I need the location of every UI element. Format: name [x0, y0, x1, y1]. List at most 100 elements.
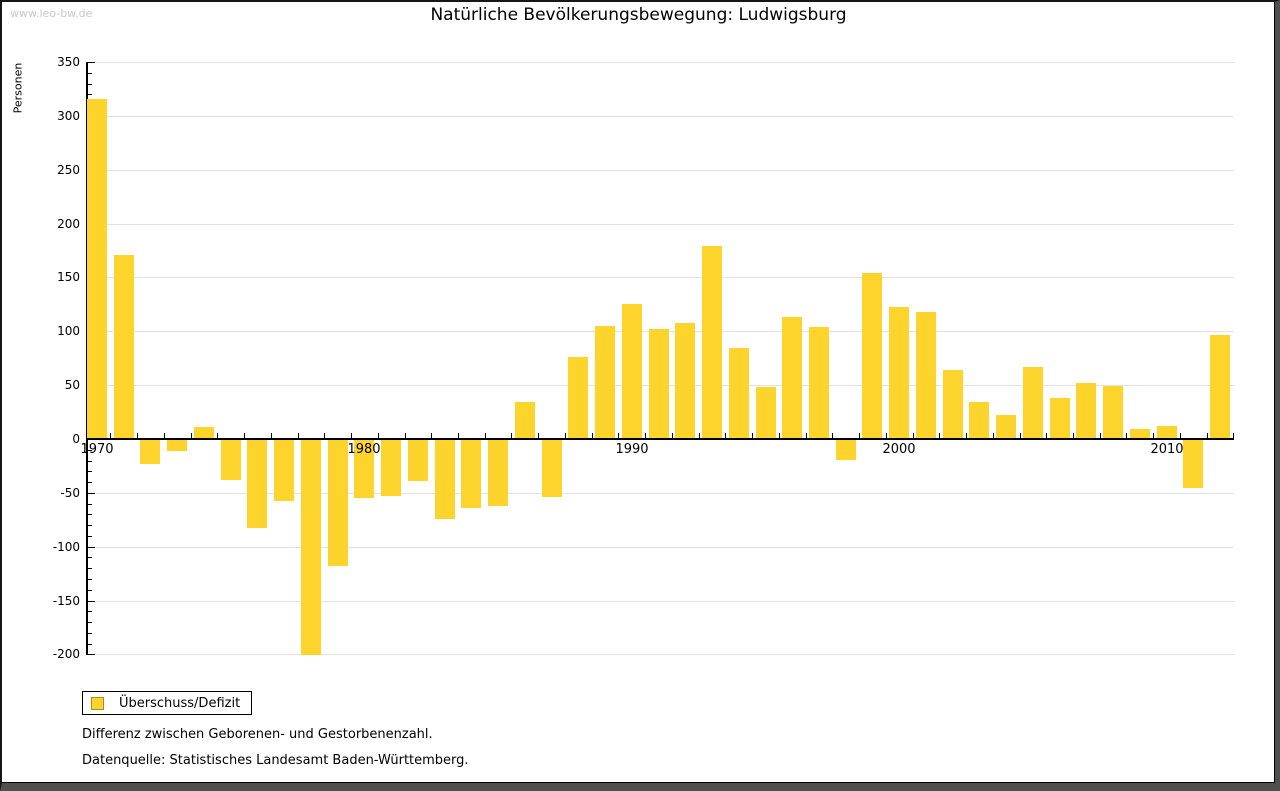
footnote-source: Datenquelle: Statistisches Landesamt Bad…	[82, 753, 469, 768]
bar-1989	[595, 326, 615, 438]
x-tick-label-1970: 1970	[80, 442, 114, 457]
x-boundary-tick-20	[618, 433, 619, 438]
x-tick-label-1990: 1990	[615, 442, 649, 457]
bar-2004	[996, 415, 1016, 438]
x-boundary-tick-15	[485, 433, 486, 438]
x-boundary-tick-33	[966, 433, 967, 438]
y-major-tick--50	[88, 493, 95, 494]
y-major-tick--100	[88, 547, 95, 548]
x-axis-line	[86, 438, 1234, 440]
bar-1977	[274, 440, 294, 501]
bar-2002	[943, 370, 963, 438]
x-boundary-tick-28	[832, 433, 833, 438]
y-minor-tick--40	[88, 482, 92, 483]
y-minor-tick--80	[88, 525, 92, 526]
y-minor-tick--10	[88, 450, 92, 451]
x-boundary-tick-37	[1073, 433, 1074, 438]
y-minor-tick--180	[88, 633, 92, 634]
bar-1992	[675, 323, 695, 438]
x-boundary-tick-7	[271, 433, 272, 438]
x-boundary-tick-14	[458, 433, 459, 438]
gridline-200	[88, 224, 1234, 225]
x-boundary-tick-5	[217, 433, 218, 438]
y-tick-label-0: 0	[72, 432, 80, 446]
bar-1997	[809, 327, 829, 438]
bar-1995	[756, 387, 776, 438]
bar-1984	[461, 440, 481, 508]
x-boundary-tick-36	[1046, 433, 1047, 438]
footnote-definition: Differenz zwischen Geborenen- und Gestor…	[82, 727, 433, 742]
bar-1981	[381, 440, 401, 496]
bar-1978	[301, 440, 321, 655]
x-boundary-tick-29	[859, 433, 860, 438]
y-tick-label-250: 250	[57, 163, 80, 177]
bar-1979	[328, 440, 348, 566]
y-tick-label--100: -100	[52, 540, 80, 554]
x-boundary-tick-39	[1126, 433, 1127, 438]
bar-1999	[862, 273, 882, 438]
bar-1976	[247, 440, 267, 528]
x-boundary-tick-35	[1020, 433, 1021, 438]
bar-1987	[542, 440, 562, 497]
bar-2007	[1076, 383, 1096, 438]
y-minor-tick-320	[88, 94, 92, 95]
y-major-tick--150	[88, 601, 95, 602]
chart-title: Natürliche Bevölkerungsbewegung: Ludwigs…	[430, 5, 847, 25]
y-tick-label--50: -50	[60, 486, 80, 500]
y-minor-tick--70	[88, 514, 92, 515]
x-boundary-tick-4	[191, 433, 192, 438]
x-boundary-tick-22	[672, 433, 673, 438]
bar-2010	[1157, 426, 1177, 438]
y-major-tick-350	[88, 62, 95, 63]
x-boundary-tick-27	[806, 433, 807, 438]
bar-2000	[889, 307, 909, 438]
y-minor-tick--140	[88, 590, 92, 591]
y-minor-tick--160	[88, 611, 92, 612]
y-minor-tick--20	[88, 461, 92, 462]
bar-1974	[194, 427, 214, 438]
y-minor-tick--90	[88, 536, 92, 537]
x-boundary-tick-13	[431, 433, 432, 438]
x-boundary-tick-12	[405, 433, 406, 438]
x-tick-label-2010: 2010	[1150, 442, 1184, 457]
bar-1991	[649, 329, 669, 438]
x-boundary-tick-24	[725, 433, 726, 438]
bar-2008	[1103, 386, 1123, 438]
x-boundary-tick-41	[1180, 433, 1181, 438]
x-boundary-tick-31	[913, 433, 914, 438]
x-tick-label-1980: 1980	[347, 442, 381, 457]
x-boundary-tick-9	[324, 433, 325, 438]
y-minor-tick--30	[88, 471, 92, 472]
legend: Überschuss/Defizit	[82, 691, 252, 715]
gridline--50	[88, 493, 1234, 494]
bar-1990	[622, 304, 642, 438]
bar-2006	[1050, 398, 1070, 438]
legend-swatch-icon	[91, 696, 104, 710]
x-boundary-tick-16	[511, 433, 512, 438]
y-minor-tick-340	[88, 73, 92, 74]
x-boundary-tick-2	[137, 433, 138, 438]
y-tick-label-50: 50	[64, 378, 80, 392]
x-boundary-tick-38	[1100, 433, 1101, 438]
x-boundary-tick-34	[993, 433, 994, 438]
bar-1971	[114, 255, 134, 438]
gridline-300	[88, 116, 1234, 117]
y-tick-label-100: 100	[57, 324, 80, 338]
gridline-150	[88, 277, 1234, 278]
bar-1986	[515, 402, 535, 438]
y-tick-label-350: 350	[57, 55, 80, 69]
x-tick-label-2000: 2000	[882, 442, 916, 457]
y-tick-label-200: 200	[57, 217, 80, 231]
bar-1980	[354, 440, 374, 498]
x-boundary-tick-23	[699, 433, 700, 438]
x-boundary-tick-10	[351, 433, 352, 438]
gridline-250	[88, 170, 1234, 171]
bar-2012	[1210, 335, 1230, 438]
y-minor-tick--60	[88, 504, 92, 505]
x-boundary-tick-21	[645, 433, 646, 438]
y-tick-label--200: -200	[52, 647, 80, 661]
y-minor-tick--170	[88, 622, 92, 623]
x-boundary-tick-8	[298, 433, 299, 438]
x-boundary-tick-19	[592, 433, 593, 438]
